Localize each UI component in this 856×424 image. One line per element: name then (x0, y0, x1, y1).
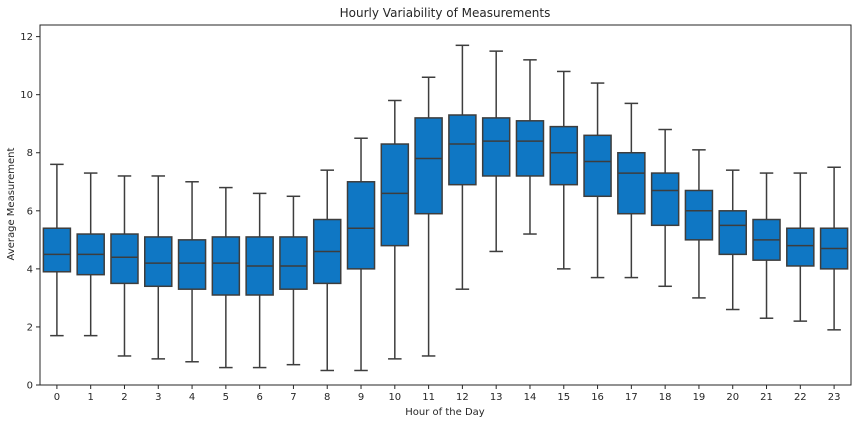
box-hour-3 (144, 175, 173, 360)
iqr-box (110, 233, 139, 285)
x-tick-label-8: 8 (324, 392, 330, 403)
box-hour-16 (583, 82, 612, 279)
iqr-box (211, 236, 241, 296)
x-tick-label-5: 5 (223, 392, 229, 403)
iqr-box (177, 239, 207, 290)
x-tick-label-22: 22 (794, 392, 807, 403)
x-tick-label-1: 1 (88, 392, 94, 403)
iqr-box (617, 151, 646, 215)
iqr-box (279, 236, 308, 290)
iqr-box (515, 120, 545, 177)
box-hour-1 (76, 172, 105, 337)
box-hour-10 (380, 99, 410, 360)
box-hour-15 (549, 70, 579, 270)
iqr-box (42, 227, 72, 273)
iqr-box (380, 143, 410, 247)
box-hour-21 (752, 172, 781, 319)
iqr-box (786, 227, 815, 267)
x-tick-label-19: 19 (693, 392, 706, 403)
x-tick-label-15: 15 (557, 392, 570, 403)
iqr-box (684, 189, 714, 241)
axes-frame (39, 24, 852, 386)
box-hour-22 (786, 172, 815, 322)
x-tick-label-6: 6 (256, 392, 262, 403)
iqr-box (583, 134, 612, 198)
box-hour-20 (718, 169, 747, 311)
y-tick-label-10: 10 (20, 90, 33, 101)
y-axis-label: Average Measurement (6, 147, 17, 260)
chart-title: Hourly Variability of Measurements (340, 6, 551, 20)
y-tick-label-12: 12 (20, 32, 33, 43)
box-hour-17 (617, 102, 646, 279)
x-tick-label-2: 2 (121, 392, 127, 403)
iqr-box (346, 181, 376, 270)
box-hour-13 (481, 50, 511, 253)
box-hour-4 (177, 181, 207, 363)
x-tick-label-23: 23 (828, 392, 841, 403)
box-hour-5 (211, 186, 241, 369)
x-tick-label-17: 17 (625, 392, 638, 403)
box-hour-18 (650, 128, 680, 288)
box-hour-14 (515, 59, 545, 235)
x-tick-label-4: 4 (189, 392, 195, 403)
box-hour-12 (448, 44, 477, 290)
x-tick-label-14: 14 (524, 392, 537, 403)
box-hour-23 (819, 166, 849, 331)
iqr-box (549, 125, 579, 186)
box-hour-9 (346, 137, 376, 372)
y-tick-label-0: 0 (27, 381, 33, 392)
x-tick-label-3: 3 (155, 392, 161, 403)
box-hour-11 (414, 76, 443, 357)
iqr-box (481, 117, 511, 177)
box-hour-8 (312, 169, 342, 372)
iqr-box (718, 210, 747, 256)
x-tick-label-20: 20 (726, 392, 739, 403)
x-tick-label-7: 7 (290, 392, 296, 403)
y-tick-label-4: 4 (27, 264, 33, 275)
box-hour-0 (42, 163, 72, 337)
y-tick-label-2: 2 (27, 322, 33, 333)
box-hour-19 (684, 149, 714, 299)
x-tick-label-12: 12 (456, 392, 469, 403)
iqr-box (650, 172, 680, 227)
x-tick-label-10: 10 (388, 392, 401, 403)
x-tick-label-9: 9 (358, 392, 364, 403)
x-tick-label-13: 13 (490, 392, 503, 403)
iqr-box (144, 236, 173, 288)
y-tick-label-8: 8 (27, 148, 33, 159)
box-hour-2 (110, 175, 139, 357)
y-tick-label-6: 6 (27, 206, 33, 217)
x-tick-label-21: 21 (760, 392, 773, 403)
x-tick-label-16: 16 (591, 392, 604, 403)
iqr-box (448, 114, 477, 186)
x-tick-label-18: 18 (659, 392, 672, 403)
x-axis-label: Hour of the Day (405, 407, 485, 418)
iqr-box (414, 117, 443, 215)
x-tick-label-0: 0 (54, 392, 60, 403)
box-hour-7 (279, 195, 308, 366)
box-hour-6 (245, 192, 274, 369)
x-tick-label-11: 11 (422, 392, 435, 403)
